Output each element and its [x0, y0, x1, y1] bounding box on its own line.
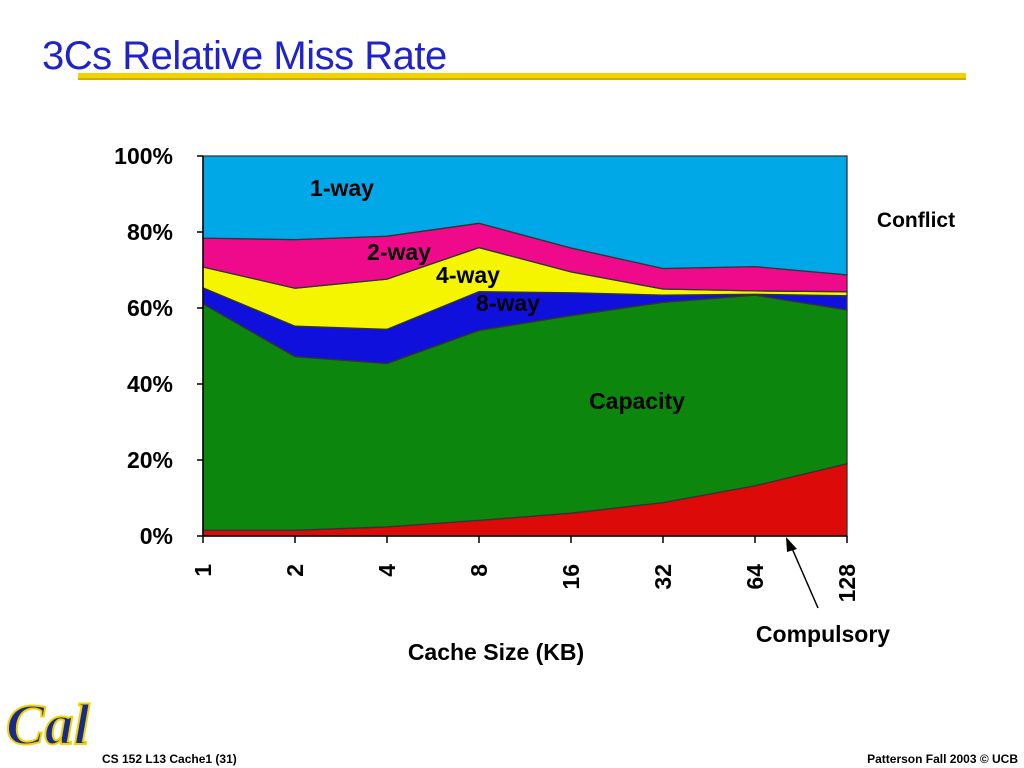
compulsory-arrow	[786, 537, 819, 609]
x-tick-label: 32	[650, 564, 676, 590]
y-tick-label: 60%	[127, 295, 173, 321]
x-tick-label: 64	[742, 564, 768, 590]
y-tick-label: 20%	[127, 447, 173, 473]
x-tick-label: 4	[374, 564, 400, 577]
annotation-conflict: Conflict	[877, 209, 955, 232]
series-label-1-way: 1-way	[310, 175, 374, 201]
x-tick-label: 2	[282, 564, 308, 577]
x-tick-label: 8	[466, 564, 492, 577]
y-tick-label: 40%	[127, 371, 173, 397]
x-tick-label: 16	[558, 564, 584, 590]
x-tick-label: 128	[834, 564, 860, 603]
series-label-2-way: 2-way	[367, 239, 431, 265]
y-tick-label: 80%	[127, 219, 173, 245]
x-axis-label: Cache Size (KB)	[408, 639, 584, 665]
footer-course-info: CS 152 L13 Cache1 (31)	[102, 752, 237, 766]
stacked-area-chart: 0% 20% 40% 60% 80% 100% 1 2 4 8 16 32 64 128 1-way 2-w…	[114, 143, 955, 665]
area-1-way	[202, 155, 848, 276]
cal-logo-text: Cal	[6, 692, 91, 757]
series-label-capacity: Capacity	[589, 388, 685, 414]
title-underline	[78, 73, 966, 78]
slide-title: 3Cs Relative Miss Rate	[42, 34, 447, 78]
y-tick-label: 100%	[114, 143, 173, 169]
x-tick-label: 1	[190, 564, 216, 577]
footer-copyright: Patterson Fall 2003 © UCB	[867, 752, 1018, 766]
cal-logo: Cal	[5, 691, 92, 758]
y-tick-label: 0%	[140, 523, 173, 549]
series-label-4-way: 4-way	[436, 262, 500, 288]
annotation-compulsory: Compulsory	[756, 621, 890, 647]
series-label-8-way: 8-way	[476, 290, 540, 316]
